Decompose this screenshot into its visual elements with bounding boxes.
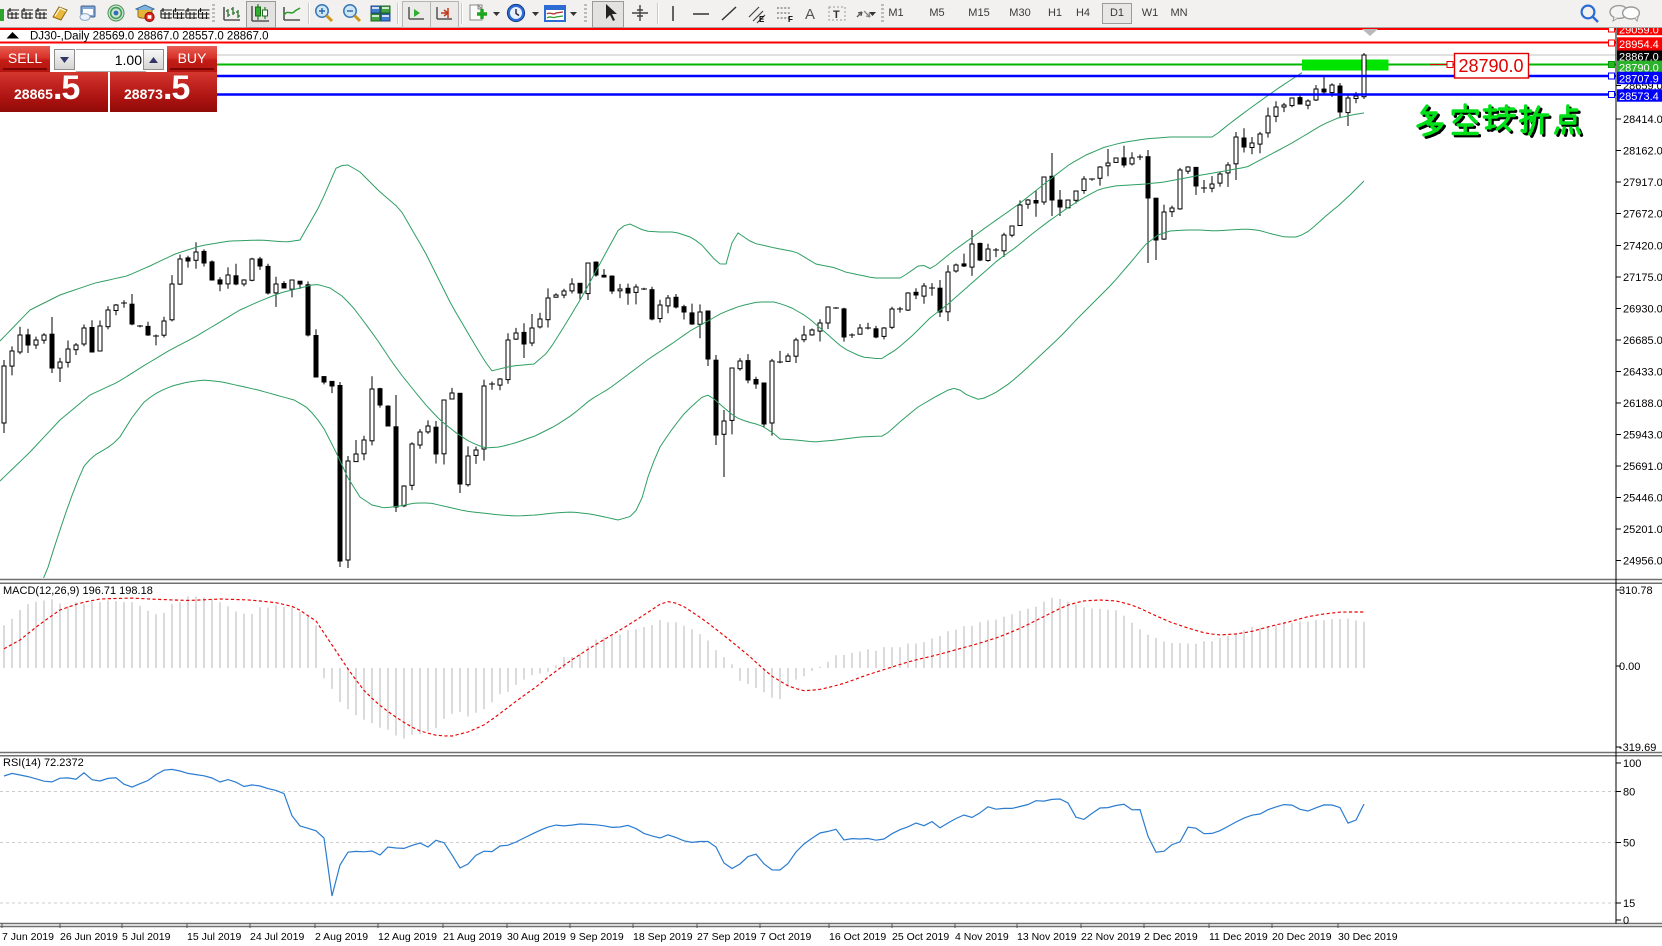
svg-text:11 Dec 2019: 11 Dec 2019 — [1209, 931, 1268, 943]
svg-text:18 Sep 2019: 18 Sep 2019 — [633, 931, 693, 943]
svg-text:50: 50 — [1623, 838, 1635, 850]
svg-text:30 Dec 2019: 30 Dec 2019 — [1338, 931, 1398, 943]
svg-text:26685.0: 26685.0 — [1623, 335, 1662, 347]
svg-text:0.00: 0.00 — [1619, 661, 1640, 673]
svg-text:27175.0: 27175.0 — [1623, 272, 1662, 284]
svg-text:28573.4: 28573.4 — [1619, 91, 1659, 103]
svg-text:25 Oct 2019: 25 Oct 2019 — [892, 931, 949, 943]
svg-text:E: E — [759, 15, 765, 24]
svg-text:27672.0: 27672.0 — [1623, 209, 1662, 221]
svg-text:A: A — [805, 6, 815, 23]
svg-text:25201.0: 25201.0 — [1623, 524, 1662, 536]
svg-text:9 Sep 2019: 9 Sep 2019 — [570, 931, 624, 943]
svg-text:T: T — [833, 9, 840, 21]
svg-text:F: F — [788, 15, 793, 24]
svg-text:28707.9: 28707.9 — [1619, 74, 1659, 86]
svg-text:16 Oct 2019: 16 Oct 2019 — [829, 931, 886, 943]
svg-text:26433.0: 26433.0 — [1623, 367, 1662, 379]
svg-text:28162.0: 28162.0 — [1623, 146, 1662, 158]
svg-text:28790.0: 28790.0 — [1458, 56, 1523, 76]
svg-text:26930.0: 26930.0 — [1623, 304, 1662, 316]
svg-text:2 Dec 2019: 2 Dec 2019 — [1144, 931, 1198, 943]
svg-text:25446.0: 25446.0 — [1623, 493, 1662, 505]
svg-text:21 Aug 2019: 21 Aug 2019 — [443, 931, 502, 943]
svg-text:26188.0: 26188.0 — [1623, 398, 1662, 410]
svg-text:MACD(12,26,9) 196.71 198.18: MACD(12,26,9) 196.71 198.18 — [3, 585, 153, 597]
svg-text:28954.4: 28954.4 — [1619, 39, 1659, 51]
svg-text:24956.0: 24956.0 — [1623, 556, 1662, 568]
svg-text:27420.0: 27420.0 — [1623, 241, 1662, 253]
svg-text:15: 15 — [1623, 898, 1635, 910]
svg-text:DJ30-,Daily 28569.0 28867.0 2: DJ30-,Daily 28569.0 28867.0 28557.0 2886… — [30, 31, 269, 43]
svg-text:27917.0: 27917.0 — [1623, 177, 1662, 189]
svg-text:28867.0: 28867.0 — [1619, 52, 1659, 64]
svg-text:25691.0: 25691.0 — [1623, 461, 1662, 473]
svg-text:28414.0: 28414.0 — [1623, 114, 1662, 126]
svg-text:25943.0: 25943.0 — [1623, 430, 1662, 442]
svg-text:0: 0 — [1623, 915, 1629, 927]
svg-text:15 Jul 2019: 15 Jul 2019 — [187, 931, 241, 943]
svg-text:28790.0: 28790.0 — [1619, 62, 1659, 74]
svg-text:24 Jul 2019: 24 Jul 2019 — [250, 931, 304, 943]
svg-text:27 Sep 2019: 27 Sep 2019 — [697, 931, 757, 943]
svg-text:2 Aug 2019: 2 Aug 2019 — [315, 931, 368, 943]
svg-text:13 Nov 2019: 13 Nov 2019 — [1017, 931, 1077, 943]
svg-text:80: 80 — [1623, 787, 1635, 799]
svg-text:100: 100 — [1623, 758, 1641, 770]
svg-text:7 Oct 2019: 7 Oct 2019 — [760, 931, 812, 943]
svg-text:7 Jun 2019: 7 Jun 2019 — [2, 931, 54, 943]
svg-text:20 Dec 2019: 20 Dec 2019 — [1272, 931, 1332, 943]
svg-text:26 Jun 2019: 26 Jun 2019 — [60, 931, 118, 943]
svg-text:22 Nov 2019: 22 Nov 2019 — [1081, 931, 1141, 943]
svg-text:RSI(14) 72.2372: RSI(14) 72.2372 — [3, 757, 84, 769]
svg-text:4 Nov 2019: 4 Nov 2019 — [955, 931, 1009, 943]
svg-text:310.78: 310.78 — [1619, 585, 1653, 597]
svg-text:12 Aug 2019: 12 Aug 2019 — [378, 931, 437, 943]
svg-text:30 Aug 2019: 30 Aug 2019 — [507, 931, 566, 943]
svg-text:5 Jul 2019: 5 Jul 2019 — [122, 931, 171, 943]
svg-text:-319.69: -319.69 — [1619, 742, 1656, 754]
